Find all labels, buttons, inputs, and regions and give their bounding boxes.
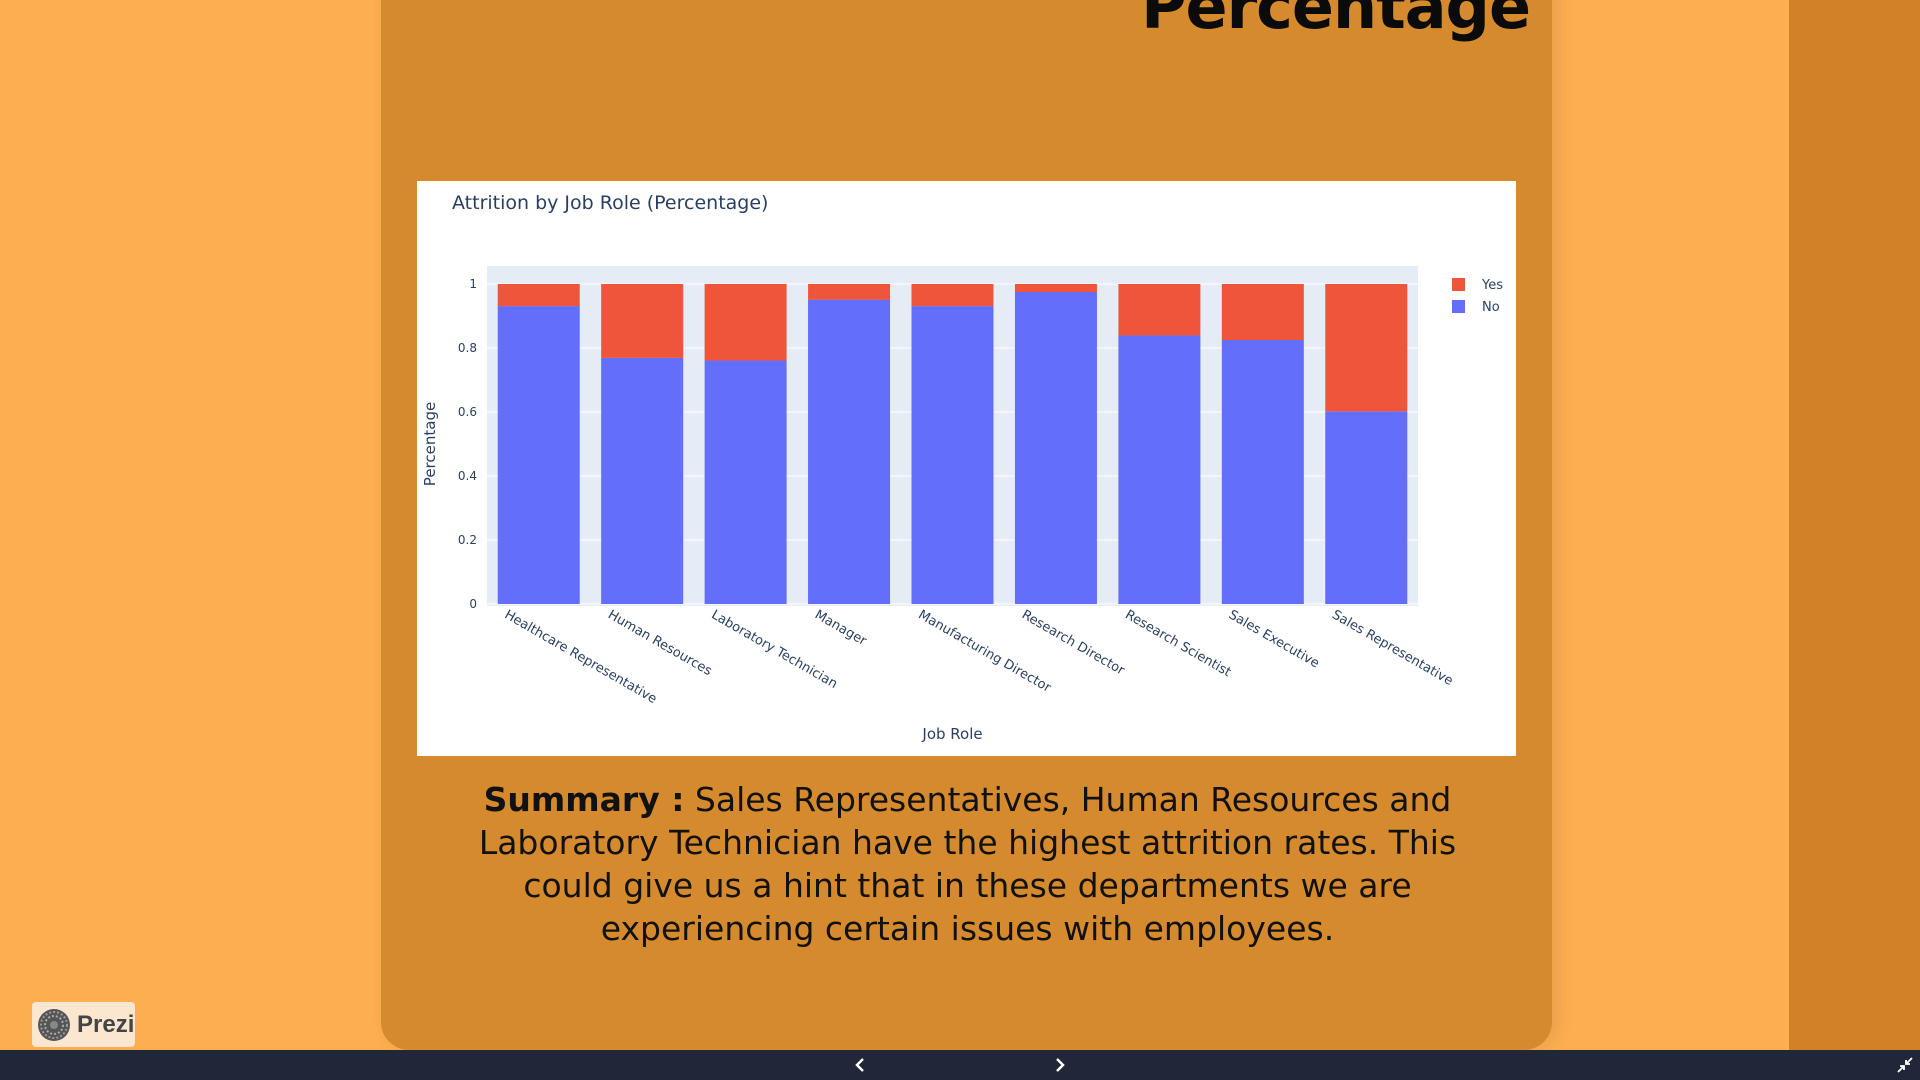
y-tick-label: 0.8	[458, 341, 477, 355]
x-tick-label: Sales Executive	[1226, 607, 1322, 671]
y-tick-label: 1	[469, 277, 477, 291]
bar-yes	[1221, 284, 1304, 340]
chart-title: Attrition by Job Role (Percentage)	[452, 192, 768, 214]
bar-yes	[808, 284, 891, 300]
bar-no	[704, 360, 787, 604]
prezi-logo-text: Prezi	[77, 1010, 135, 1038]
prezi-badge[interactable]: Prezi	[32, 1002, 135, 1047]
bar-yes	[1118, 284, 1201, 336]
x-tick-label: Research Scientist	[1122, 607, 1233, 680]
previous-button[interactable]	[845, 1050, 875, 1080]
chevron-right-icon	[1056, 1058, 1065, 1072]
bar-no	[1014, 292, 1097, 604]
y-axis-label: Percentage	[421, 402, 439, 486]
bar-no	[497, 306, 580, 604]
x-tick-label: Research Director	[1019, 607, 1128, 678]
bar-no	[601, 357, 684, 604]
summary-label: Summary :	[483, 780, 685, 819]
navigation-bar	[0, 1050, 1920, 1080]
y-tick-label: 0.2	[458, 533, 477, 547]
bar-yes	[704, 284, 787, 361]
attrition-chart: Attrition by Job Role (Percentage) 0 0.2 0.…	[421, 192, 1503, 743]
summary-paragraph: Summary : Sales Representatives, Human R…	[460, 778, 1475, 950]
y-tick-label: 0.6	[458, 405, 477, 419]
summary-text: Sales Representatives, Human Resources a…	[478, 780, 1457, 948]
bar-yes	[1325, 284, 1408, 412]
prezi-logo-icon	[38, 1008, 70, 1041]
chart-container: Attrition by Job Role (Percentage) 0 0.2 0.…	[417, 181, 1516, 756]
y-tick-label: 0.4	[458, 469, 477, 483]
exit-fullscreen-icon	[1897, 1057, 1913, 1073]
bar-yes	[1014, 284, 1097, 292]
background-band	[1789, 0, 1920, 1050]
x-tick-label: Sales Representative	[1329, 607, 1455, 688]
x-axis-label: Job Role	[921, 725, 982, 743]
next-button[interactable]	[1045, 1050, 1075, 1080]
x-tick-label: Human Resources	[605, 607, 714, 679]
exit-fullscreen-button[interactable]	[1890, 1050, 1920, 1080]
bar-no	[808, 299, 891, 604]
legend-swatch	[1452, 278, 1465, 291]
slide-title: Percentage	[1141, 0, 1531, 43]
y-tick-label: 0	[469, 597, 477, 611]
legend-label: Yes	[1481, 278, 1503, 293]
legend-label: No	[1482, 300, 1500, 315]
bar-no	[1325, 411, 1408, 604]
bar-no	[1221, 340, 1304, 604]
legend-swatch	[1452, 300, 1465, 313]
bar-yes	[497, 284, 580, 307]
x-tick-label: Manager	[812, 607, 869, 649]
chevron-left-icon	[855, 1058, 864, 1072]
bar-no	[911, 306, 994, 604]
bar-yes	[601, 284, 684, 358]
bar-no	[1118, 335, 1201, 604]
bar-yes	[911, 284, 994, 307]
